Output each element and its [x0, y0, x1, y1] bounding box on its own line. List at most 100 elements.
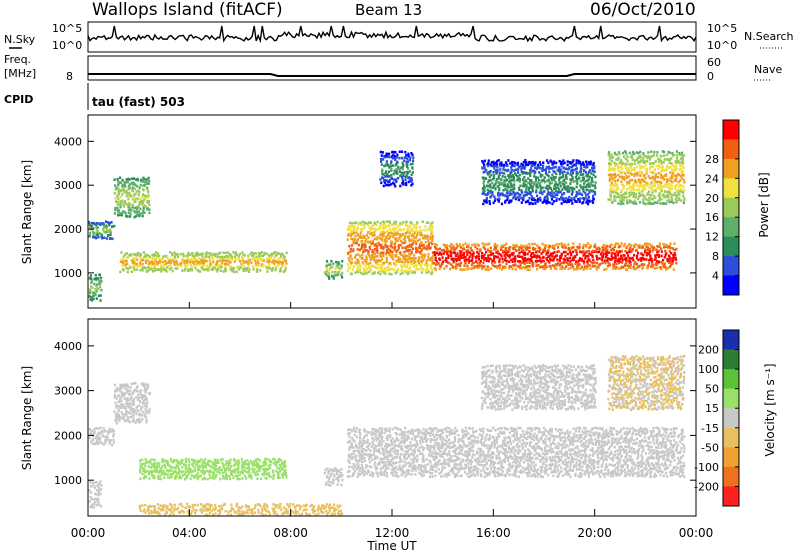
- power-cell: [524, 256, 527, 260]
- velocity-cell: [386, 438, 389, 441]
- power-cell: [516, 175, 519, 178]
- power-cell: [350, 263, 353, 267]
- power-cell: [554, 263, 557, 266]
- power-cell: [657, 199, 660, 202]
- velocity-cell: [125, 410, 128, 414]
- power-cell: [566, 252, 569, 256]
- power-cell: [482, 261, 485, 265]
- velocity-cell: [91, 429, 94, 433]
- power-cell: [490, 161, 493, 164]
- power-cell: [147, 254, 150, 257]
- power-cell: [431, 251, 434, 254]
- power-cell: [179, 252, 182, 256]
- power-colorbar-tick-label: 24: [705, 172, 719, 185]
- power-cell: [103, 226, 106, 229]
- power-cell: [567, 198, 570, 202]
- power-cell: [593, 191, 596, 194]
- power-cell: [153, 264, 156, 267]
- power-cell: [575, 194, 578, 197]
- velocity-cell: [214, 464, 217, 467]
- velocity-cell: [327, 472, 330, 475]
- power-cell: [639, 165, 643, 168]
- power-cell: [361, 243, 364, 246]
- power-cell: [89, 228, 92, 232]
- power-cell: [113, 224, 116, 228]
- power-cell: [135, 206, 138, 209]
- velocity-cell: [261, 472, 264, 476]
- power-cell: [656, 245, 659, 248]
- power-cell: [587, 181, 590, 184]
- velocity-cell: [135, 386, 138, 390]
- power-cell: [621, 167, 624, 171]
- power-cell: [652, 185, 655, 188]
- velocity-cell: [153, 459, 156, 462]
- power-cell: [528, 197, 531, 200]
- power-cell: [118, 213, 121, 217]
- power-cell: [423, 234, 426, 238]
- power-cell: [395, 238, 398, 242]
- power-cell: [621, 198, 624, 202]
- power-cell: [243, 254, 246, 257]
- velocity-cell: [350, 452, 353, 456]
- power-cell: [412, 230, 415, 233]
- power-cell: [473, 265, 476, 268]
- power-cell: [467, 250, 470, 254]
- power-cell: [497, 191, 500, 195]
- power-cell: [410, 227, 413, 230]
- velocity-cell: [375, 449, 378, 452]
- velocity-cell: [367, 470, 370, 474]
- power-cell: [661, 262, 664, 265]
- power-cell: [285, 251, 288, 255]
- power-cell: [648, 242, 651, 246]
- power-cell: [672, 164, 676, 168]
- power-cell: [174, 258, 178, 261]
- power-cell: [639, 194, 643, 197]
- power-cell: [399, 260, 402, 263]
- velocity-cell: [211, 463, 214, 466]
- power-cell: [566, 160, 569, 163]
- power-cell: [431, 236, 434, 240]
- power-cell: [657, 260, 661, 264]
- power-cell: [529, 180, 532, 184]
- power-cell: [477, 255, 481, 258]
- power-cell: [638, 195, 641, 198]
- power-cell: [498, 266, 501, 270]
- power-cell: [399, 243, 402, 247]
- power-cell: [431, 271, 434, 274]
- power-cell: [589, 244, 592, 247]
- velocity-cell: [351, 436, 354, 440]
- power-cell: [373, 231, 376, 234]
- power-cell: [139, 183, 142, 187]
- power-cell: [372, 264, 375, 268]
- power-cell: [484, 243, 487, 246]
- velocity-cell: [170, 469, 173, 472]
- power-cell: [383, 164, 386, 168]
- power-colorbar-swatch: [723, 217, 739, 238]
- velocity-cell: [349, 475, 352, 478]
- velocity-cell: [119, 398, 122, 401]
- power-cell: [614, 253, 617, 257]
- power-cell: [588, 246, 591, 249]
- power-cell: [385, 170, 388, 173]
- velocity-cell: [241, 461, 244, 464]
- power-cell: [586, 165, 589, 169]
- power-cell: [171, 252, 174, 256]
- power-cell: [371, 256, 374, 259]
- velocity-cell: [283, 470, 286, 473]
- power-cell: [522, 244, 525, 248]
- power-cell: [555, 197, 558, 200]
- power-cell: [444, 250, 447, 253]
- velocity-cell: [207, 459, 210, 462]
- power-cell: [401, 232, 404, 236]
- power-cell: [493, 162, 496, 165]
- power-cell: [136, 177, 139, 181]
- power-cell: [666, 184, 669, 188]
- power-cell: [557, 250, 561, 253]
- power-cell: [566, 259, 570, 262]
- power-cell: [573, 198, 576, 201]
- power-cell: [614, 242, 618, 245]
- velocity-cell: [144, 464, 147, 468]
- power-cell: [536, 259, 539, 263]
- velocity-cell: [93, 481, 97, 484]
- power-cell: [372, 251, 375, 254]
